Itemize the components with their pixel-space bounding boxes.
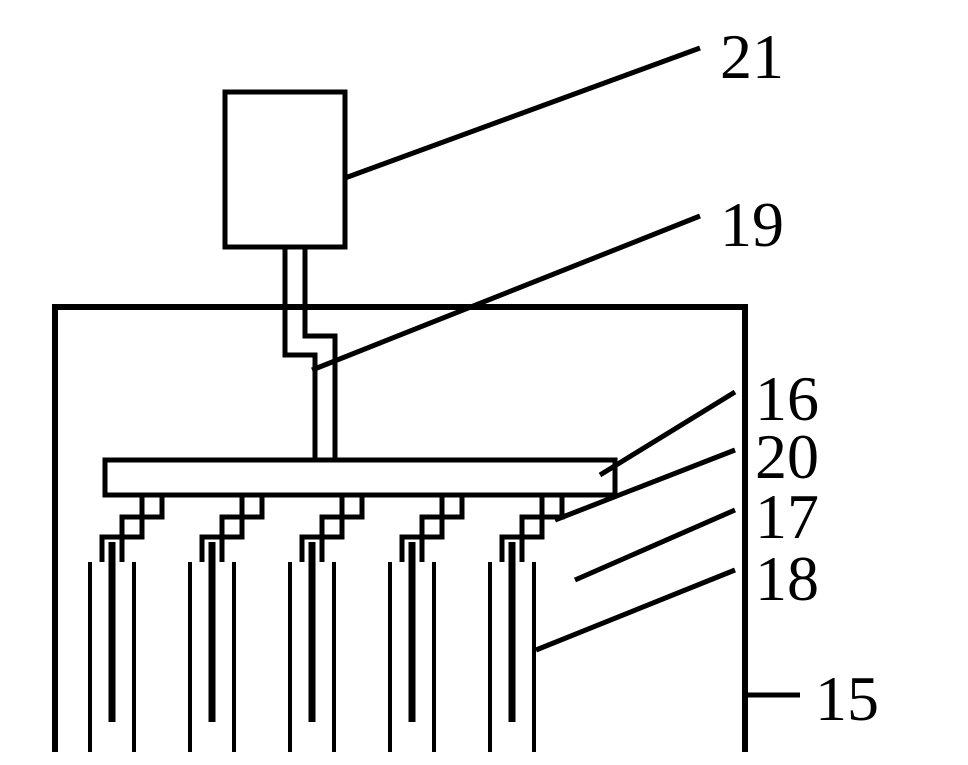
leader-18 — [536, 570, 735, 650]
label-19: 19 — [720, 189, 784, 260]
label-15: 15 — [815, 663, 879, 734]
label-17: 17 — [755, 481, 819, 552]
top-box — [225, 92, 345, 247]
leader-21 — [345, 48, 700, 178]
manifold — [105, 460, 615, 495]
main-pipe-inner — [285, 247, 315, 460]
leader-16 — [600, 392, 735, 475]
outer-frame — [55, 307, 745, 752]
label-18: 18 — [755, 543, 819, 614]
leader-19 — [312, 216, 700, 370]
label-21: 21 — [720, 21, 784, 92]
leader-17 — [575, 510, 735, 580]
